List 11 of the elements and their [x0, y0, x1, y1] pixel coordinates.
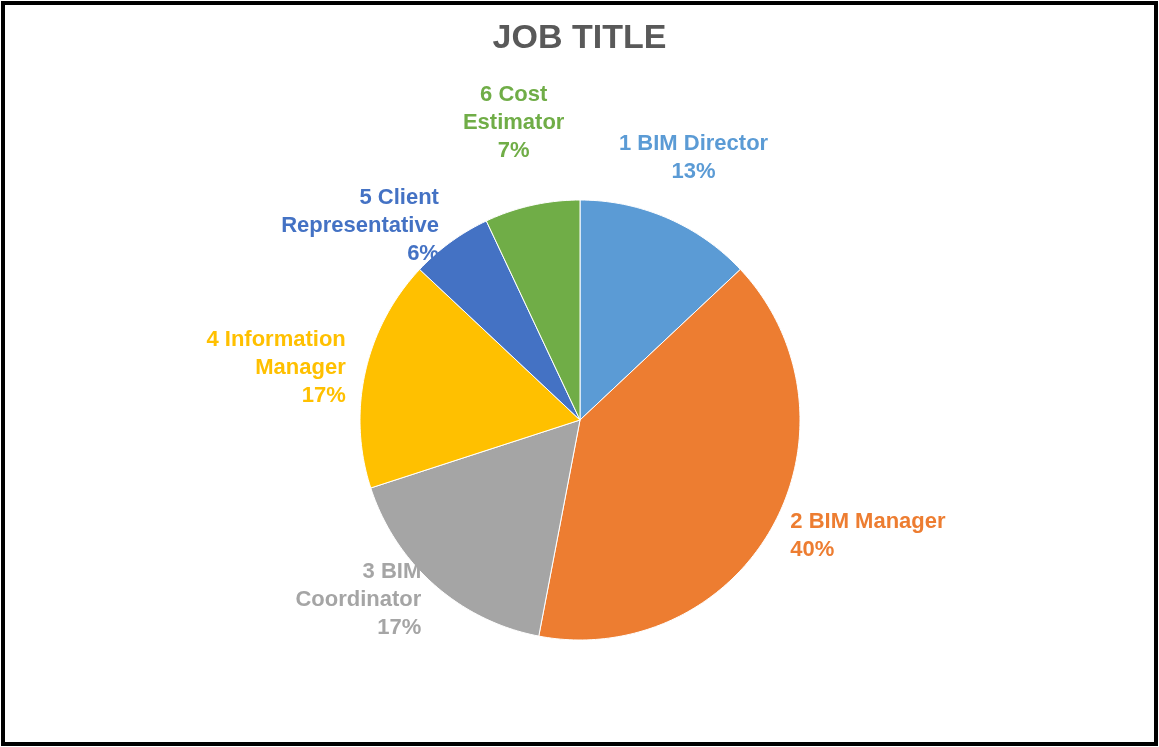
data-label: 40%	[790, 535, 835, 561]
data-label: 17%	[301, 381, 346, 407]
slice-label: 4 Information Manager	[206, 325, 347, 379]
chart-title: JOB TITLE	[492, 17, 667, 55]
data-label: 17%	[377, 613, 422, 639]
data-label: 7%	[497, 137, 530, 163]
slice-label: 1 BIM Director	[619, 129, 769, 155]
data-label: 13%	[671, 157, 716, 183]
slice-label: 6 Cost Estimator	[462, 81, 565, 135]
slice-label: 2 BIM Manager	[790, 507, 947, 533]
slice-label: 5 Client Representative	[281, 183, 440, 237]
